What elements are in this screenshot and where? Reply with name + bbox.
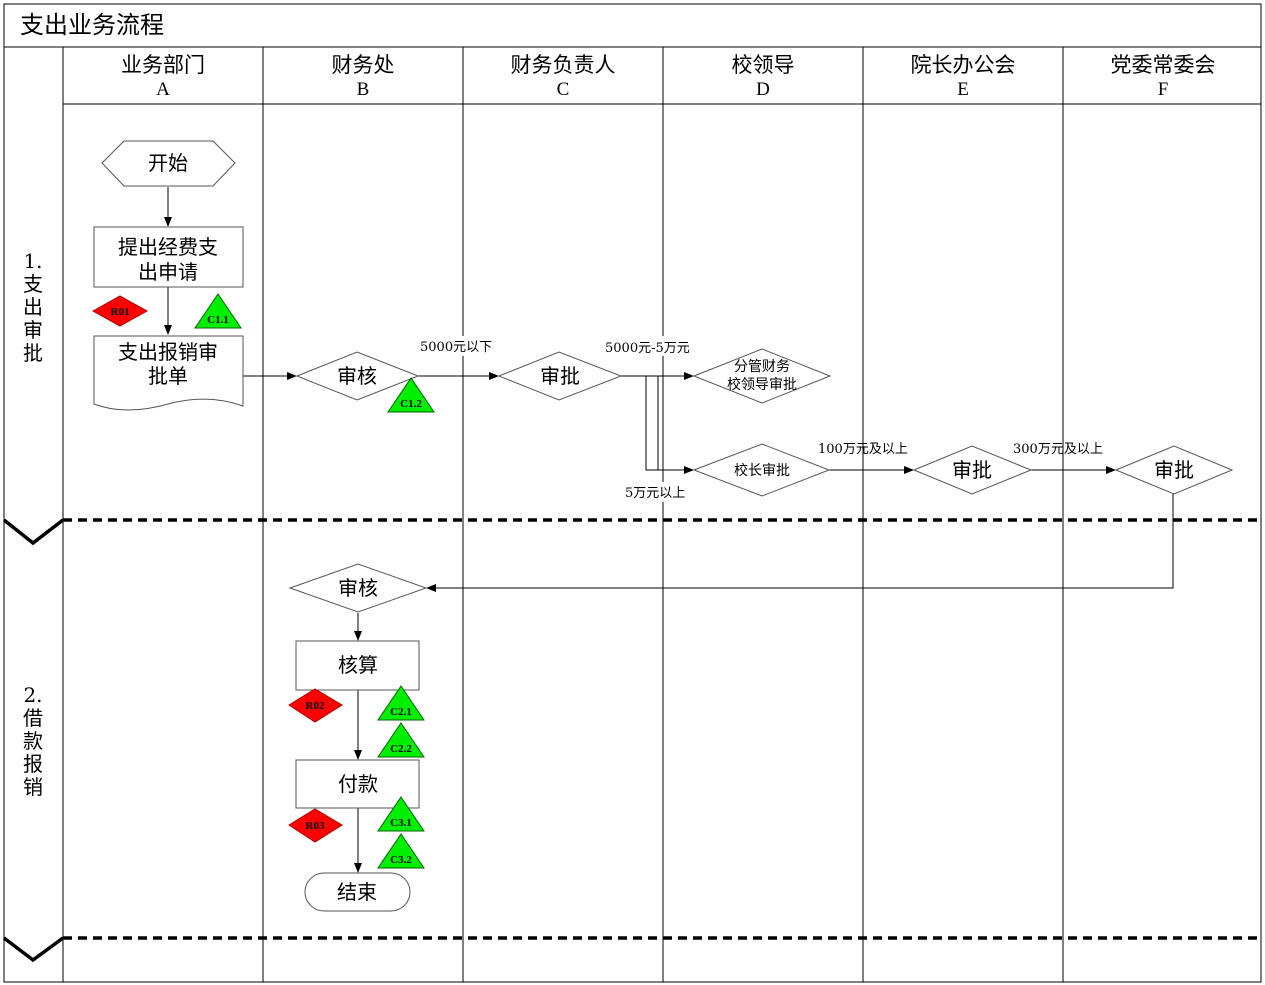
risk-badge-r02-label: R02 <box>306 700 325 712</box>
node-approve-f-label: 审批 <box>1154 458 1194 482</box>
edge-approve-president <box>645 376 694 474</box>
control-badge-c22: C2.2 <box>377 722 425 758</box>
node-approve-c: 审批 <box>497 351 623 401</box>
node-approve-f: 审批 <box>1114 445 1234 495</box>
phase-1-char: 批 <box>23 341 43 365</box>
edge-committee-review <box>426 494 1174 592</box>
phase-1-char: 出 <box>23 295 43 319</box>
node-start-label: 开始 <box>148 151 188 175</box>
lane-name-d: 校领导 <box>732 53 795 77</box>
node-apply-line: 出申请 <box>138 260 198 284</box>
node-form-line: 批单 <box>148 364 188 388</box>
risk-badge-r01-label: R01 <box>111 306 130 318</box>
lane-name-e: 院长办公会 <box>911 53 1016 77</box>
lane-letter-a: A <box>156 79 170 100</box>
swimlane-grid <box>3 3 1262 983</box>
edge-label-above-300w: 300万元及以上 <box>1013 442 1103 457</box>
phase-2-char: 销 <box>23 775 43 799</box>
risk-badge-r02: R02 <box>288 688 343 723</box>
node-accounting-label: 核算 <box>338 653 378 677</box>
node-review-2-label: 审核 <box>338 576 378 600</box>
lane-header-e: 院长办公会 E <box>911 53 1016 100</box>
control-badge-c22-label: C2.2 <box>390 743 412 755</box>
phase-2-char: 报 <box>23 752 43 776</box>
node-approve-e-label: 审批 <box>952 458 992 482</box>
phase-label-1: 1. 支 出 审 批 <box>23 249 43 365</box>
node-review-1: 审核 <box>295 351 420 401</box>
node-end: 结束 <box>304 872 411 912</box>
lane-letter-c: C <box>557 79 570 100</box>
control-badge-c21: C2.1 <box>377 685 425 721</box>
lane-name-c: 财务负责人 <box>511 53 616 77</box>
node-president: 校长审批 <box>692 443 831 497</box>
node-start: 开始 <box>101 140 236 187</box>
phase-1-char: 审 <box>23 318 43 342</box>
lane-letter-f: F <box>1158 79 1169 100</box>
lane-letter-e: E <box>957 79 969 100</box>
phase-1-number: 1. <box>23 249 42 273</box>
phase-2-char: 借 <box>23 706 43 730</box>
risk-badge-r03: R03 <box>288 808 343 843</box>
phase-1-char: 支 <box>23 272 43 296</box>
lane-header-d: 校领导 D <box>732 53 795 100</box>
phase-separator-1 <box>2 518 1263 546</box>
edge-label-above-5w: 5万元以上 <box>625 486 685 501</box>
risk-badge-r01: R01 <box>91 295 149 327</box>
node-form-line: 支出报销审 <box>118 340 218 364</box>
node-apply: 提出经费支 出申请 <box>93 226 244 288</box>
control-badge-c12-label: C1.2 <box>400 398 422 410</box>
lane-letter-b: B <box>357 79 370 100</box>
control-badge-c31: C3.1 <box>377 796 425 832</box>
node-payment-label: 付款 <box>338 772 378 796</box>
node-approve-e: 审批 <box>912 445 1033 495</box>
lane-header-a: 业务部门 A <box>121 53 205 100</box>
node-deputy: 分管财务 校领导审批 <box>692 348 832 404</box>
node-apply-line: 提出经费支 <box>118 235 218 259</box>
control-badge-c32: C3.2 <box>377 833 425 869</box>
lane-header-b: 财务处 B <box>332 53 395 100</box>
node-form: 支出报销审 批单 <box>93 335 244 411</box>
node-president-label: 校长审批 <box>734 462 790 479</box>
phase-label-2: 2. 借 款 报 销 <box>23 683 43 799</box>
lane-name-a: 业务部门 <box>121 53 205 77</box>
lane-letter-d: D <box>756 79 770 100</box>
node-deputy-line: 分管财务 <box>734 359 790 375</box>
lane-header-f: 党委常委会 F <box>1111 53 1216 100</box>
diagram-title: 支出业务流程 <box>20 11 164 39</box>
control-badge-c21-label: C2.1 <box>390 706 412 718</box>
lane-name-f: 党委常委会 <box>1111 53 1216 77</box>
edge-label-5000-to-5w: 5000元-5万元 <box>605 341 690 356</box>
node-review-2: 审核 <box>288 563 428 613</box>
node-accounting: 核算 <box>295 640 420 691</box>
node-deputy-line: 校领导审批 <box>727 376 797 393</box>
phase-2-number: 2. <box>23 683 42 707</box>
control-badge-c11: C1.1 <box>194 293 242 329</box>
edge-label-below-5000: 5000元以下 <box>420 340 492 355</box>
control-badge-c31-label: C3.1 <box>390 817 412 829</box>
lane-name-b: 财务处 <box>332 53 395 77</box>
phase-2-char: 款 <box>23 729 43 753</box>
risk-badge-r03-label: R03 <box>306 820 325 832</box>
control-badge-c12: C1.2 <box>387 377 435 413</box>
control-badge-c11-label: C1.1 <box>207 314 229 326</box>
node-end-label: 结束 <box>337 880 377 904</box>
connectors <box>164 187 1174 873</box>
edge-label-above-100w: 100万元及以上 <box>818 442 908 457</box>
lane-header-c: 财务负责人 C <box>511 53 616 100</box>
node-review-1-label: 审核 <box>337 364 377 388</box>
phase-separator-2 <box>2 936 1263 963</box>
node-approve-c-label: 审批 <box>540 364 580 388</box>
control-badge-c32-label: C3.2 <box>390 854 412 866</box>
